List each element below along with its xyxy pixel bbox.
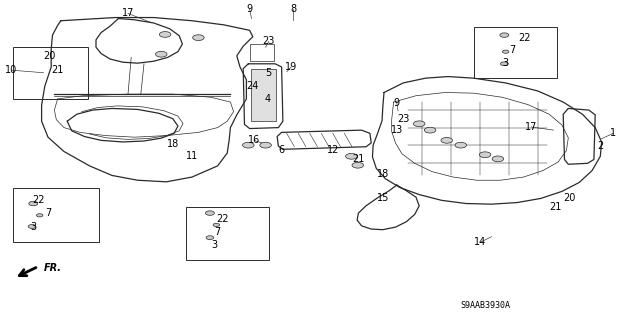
Circle shape [441,137,452,143]
Text: 3: 3 [30,222,36,232]
Circle shape [28,225,36,228]
Bar [474,27,557,78]
Text: 12: 12 [326,145,339,155]
Text: 17: 17 [122,8,134,19]
Circle shape [352,162,364,168]
Circle shape [479,152,491,158]
Text: 20: 20 [563,193,576,203]
Text: 22: 22 [216,214,229,225]
Text: S9AAB3930A: S9AAB3930A [461,301,511,310]
Text: 24: 24 [246,81,259,91]
Text: 21: 21 [51,65,64,75]
Text: 6: 6 [278,145,285,155]
Circle shape [206,236,214,240]
Text: 8: 8 [290,4,296,14]
Circle shape [29,201,38,206]
Circle shape [36,214,43,217]
Circle shape [413,121,425,127]
Bar [250,44,274,61]
Circle shape [156,51,167,57]
Text: 23: 23 [397,114,410,124]
Text: 7: 7 [509,45,515,56]
Text: 14: 14 [474,237,486,248]
Text: 4: 4 [264,94,271,104]
Circle shape [205,211,214,215]
Text: 16: 16 [248,135,260,145]
Text: 15: 15 [376,193,389,203]
Bar [186,207,269,260]
Circle shape [455,142,467,148]
Text: 13: 13 [390,125,403,135]
Circle shape [159,32,171,37]
Circle shape [500,62,508,66]
Circle shape [500,33,509,37]
Circle shape [502,50,509,53]
Text: 21: 21 [549,202,562,212]
Circle shape [492,156,504,162]
Circle shape [193,35,204,41]
Text: 9: 9 [394,98,400,108]
Text: 11: 11 [186,151,198,161]
Text: 19: 19 [285,62,298,72]
Text: 9: 9 [246,4,253,14]
Text: 7: 7 [45,208,51,218]
Text: 1: 1 [610,128,616,138]
Text: 21: 21 [352,154,365,164]
Text: 2: 2 [597,141,604,151]
Text: 7: 7 [214,227,221,237]
Circle shape [346,153,357,159]
Text: 18: 18 [376,169,389,179]
Text: 18: 18 [166,138,179,149]
Circle shape [424,127,436,133]
Bar [251,69,276,121]
Text: 17: 17 [525,122,538,132]
Circle shape [260,142,271,148]
Circle shape [213,223,220,226]
Text: 22: 22 [32,195,45,205]
Circle shape [243,142,254,148]
Text: 20: 20 [44,51,56,61]
Bar [13,188,99,242]
Text: 3: 3 [502,58,509,68]
Text: 3: 3 [211,240,218,250]
Text: 23: 23 [262,36,275,47]
Text: FR.: FR. [44,263,61,273]
Text: 22: 22 [518,33,531,43]
Text: 5: 5 [266,68,272,78]
Text: 10: 10 [5,65,18,75]
Bar [13,47,88,99]
